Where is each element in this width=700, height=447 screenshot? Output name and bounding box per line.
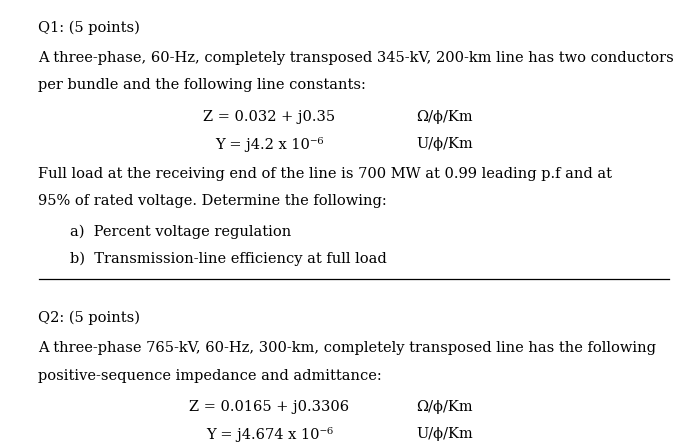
Text: 95% of rated voltage. Determine the following:: 95% of rated voltage. Determine the foll…: [38, 194, 387, 208]
Text: b)  Transmission-line efficiency at full load: b) Transmission-line efficiency at full …: [70, 252, 386, 266]
Text: Y = j4.2 x 10⁻⁶: Y = j4.2 x 10⁻⁶: [216, 137, 323, 152]
Text: A three-phase 765-kV, 60-Hz, 300-km, completely transposed line has the followin: A three-phase 765-kV, 60-Hz, 300-km, com…: [38, 341, 657, 355]
Text: positive-sequence impedance and admittance:: positive-sequence impedance and admittan…: [38, 368, 382, 383]
Text: Ω/ϕ/Km: Ω/ϕ/Km: [416, 110, 473, 124]
Text: a)  Percent voltage regulation: a) Percent voltage regulation: [70, 224, 291, 239]
Text: Z = 0.032 + j0.35: Z = 0.032 + j0.35: [204, 110, 335, 124]
Text: per bundle and the following line constants:: per bundle and the following line consta…: [38, 78, 366, 92]
Text: Z = 0.0165 + j0.3306: Z = 0.0165 + j0.3306: [190, 401, 349, 414]
Text: Y = j4.674 x 10⁻⁶: Y = j4.674 x 10⁻⁶: [206, 427, 333, 442]
Text: Full load at the receiving end of the line is 700 MW at 0.99 leading p.f and at: Full load at the receiving end of the li…: [38, 167, 612, 181]
Text: A three-phase, 60-Hz, completely transposed 345-kV, 200-km line has two conducto: A three-phase, 60-Hz, completely transpo…: [38, 51, 674, 64]
Text: U/ϕ/Km: U/ϕ/Km: [416, 137, 473, 151]
Text: Q2: (5 points): Q2: (5 points): [38, 311, 141, 325]
Text: U/ϕ/Km: U/ϕ/Km: [416, 427, 473, 441]
Text: Q1: (5 points): Q1: (5 points): [38, 20, 141, 34]
Text: Ω/ϕ/Km: Ω/ϕ/Km: [416, 401, 473, 414]
